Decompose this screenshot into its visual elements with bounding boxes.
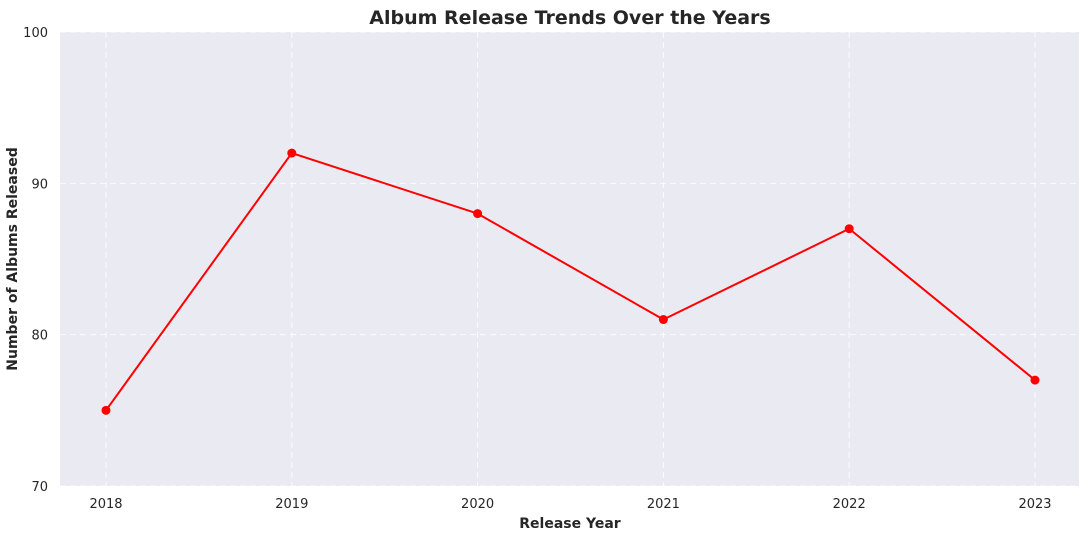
y-tick-label: 90 [31,177,48,192]
data-point [101,405,111,415]
x-tick-label: 2020 [461,497,494,512]
y-tick-label: 100 [23,26,48,41]
x-tick-label: 2023 [1018,497,1051,512]
series-layer [101,148,1040,415]
data-point [658,315,668,325]
chart-title: Album Release Trends Over the Years [369,7,770,29]
grid-lines [60,31,1079,487]
data-point [287,148,297,158]
x-axis-label: Release Year [519,516,621,532]
x-axis-ticks: 2018 2019 2020 2021 2022 2023 [89,497,1051,512]
series-line [105,152,1036,411]
x-tick-label: 2019 [275,497,308,512]
data-point [473,209,483,219]
y-axis-label: Number of Albums Released [5,147,21,370]
plot-area [60,32,1079,486]
x-tick-label: 2018 [89,497,122,512]
x-tick-label: 2021 [647,497,680,512]
y-tick-label: 70 [31,480,48,495]
x-tick-label: 2022 [833,497,866,512]
data-point [1030,375,1040,385]
data-point [844,224,854,234]
y-tick-label: 80 [31,329,48,344]
y-axis-ticks: 70 80 90 100 [23,26,48,495]
